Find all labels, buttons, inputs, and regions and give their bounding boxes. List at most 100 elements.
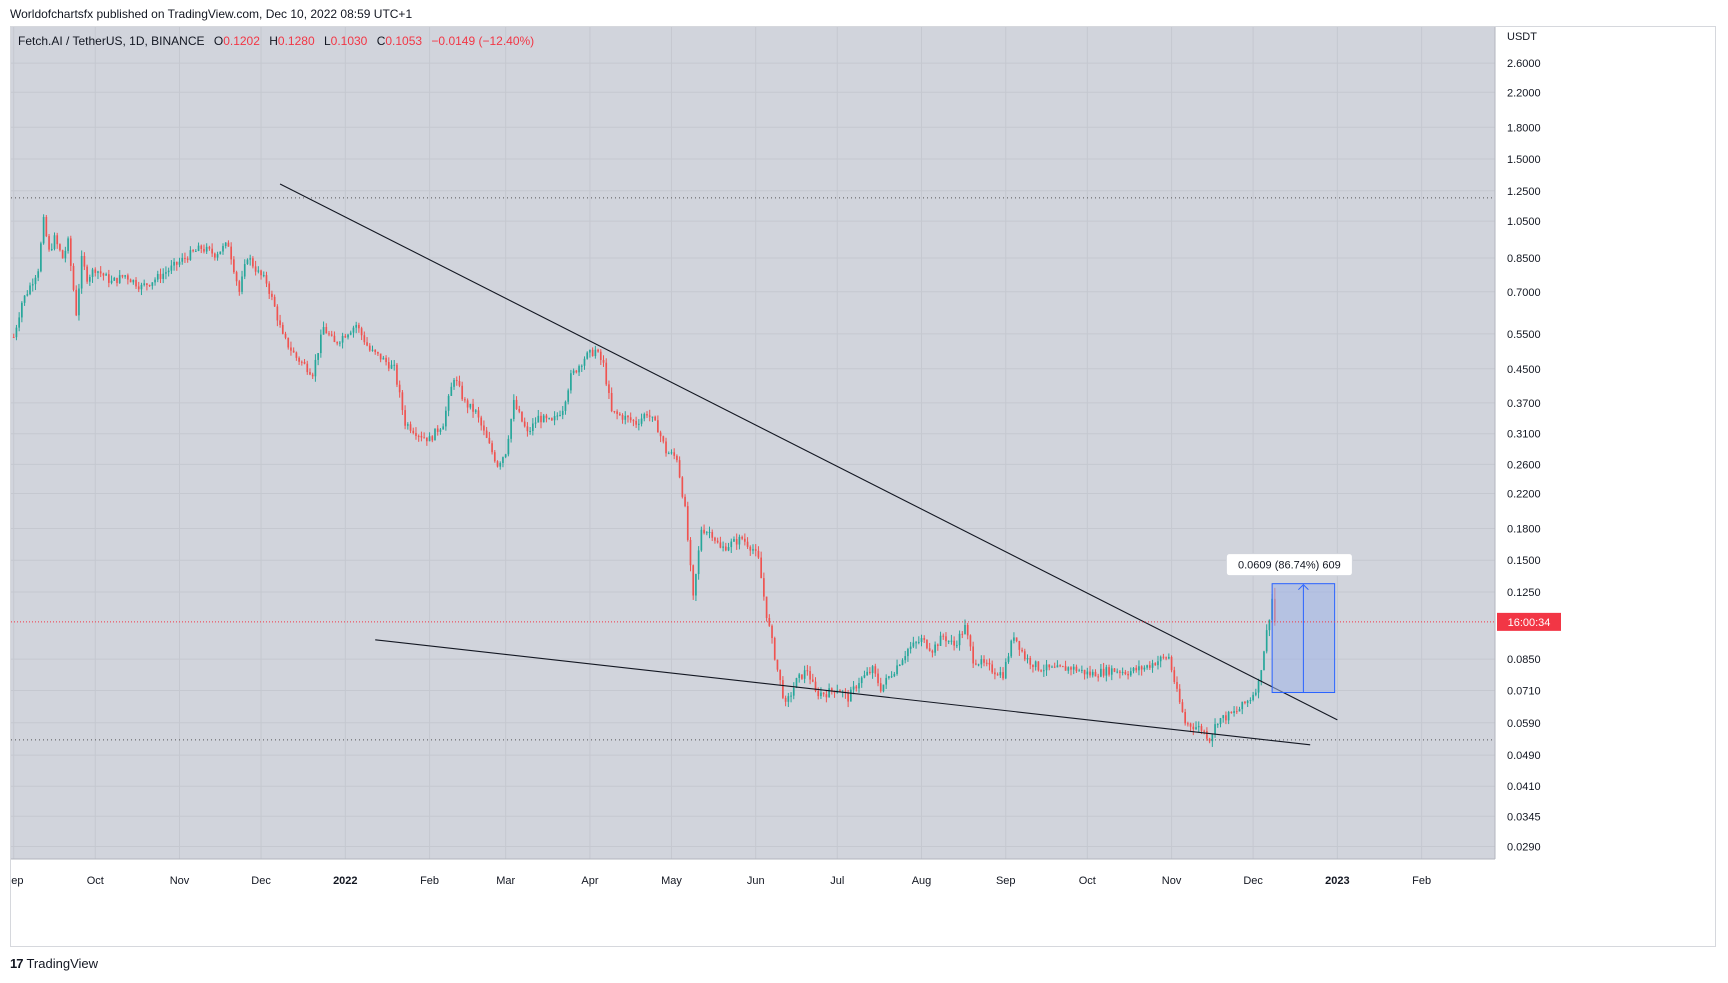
candle-body [102, 273, 105, 276]
candle-body [722, 546, 724, 548]
candle-body [898, 664, 901, 666]
candle-body [69, 238, 72, 266]
candle-body [99, 271, 102, 274]
candle-body [1151, 663, 1154, 668]
candle-body [882, 684, 885, 692]
candle-body [521, 411, 523, 422]
candle-body [1110, 668, 1113, 675]
candle-body [390, 364, 393, 369]
candle-body [192, 250, 194, 252]
candle-body [483, 425, 485, 431]
candle-body [1140, 666, 1143, 670]
candle-body [94, 269, 97, 273]
candle-body [420, 435, 423, 438]
x-tick-label: Jul [830, 875, 844, 887]
candle-body [931, 650, 934, 653]
candle-body [311, 374, 314, 377]
candle-body [860, 677, 863, 684]
candle-body [616, 411, 618, 414]
candle-body [292, 350, 295, 353]
y-tick-label: 0.0490 [1507, 750, 1541, 762]
candle-body [510, 418, 512, 439]
candle-body [75, 289, 78, 316]
candle-body [662, 436, 665, 442]
candle-body [230, 246, 232, 260]
candle-body [121, 275, 124, 277]
candle-body [996, 674, 999, 676]
candle-body [583, 358, 586, 366]
candle-body [298, 357, 300, 362]
candle-body [306, 363, 309, 373]
candle-body [442, 426, 444, 430]
candle-body [325, 326, 328, 334]
candle-body [116, 277, 118, 284]
candle-body [53, 235, 56, 249]
candle-body [48, 236, 50, 250]
candle-body [811, 679, 814, 682]
candle-body [1051, 666, 1053, 668]
candlestick-chart[interactable]: 2.6000 2.2000 1.8000 1.5000 1.2500 1.0500 0.85… [11, 27, 1715, 946]
candle-body [809, 671, 811, 680]
candle-body [814, 681, 817, 691]
candle-body [1208, 738, 1211, 742]
y-tick-label: 0.2200 [1507, 488, 1541, 500]
candle-body [349, 332, 352, 335]
candle-body [260, 270, 262, 276]
candle-body [1083, 669, 1086, 675]
candle-body [638, 423, 640, 425]
candle-body [167, 270, 170, 273]
candle-body [947, 640, 950, 642]
candle-body [1241, 701, 1244, 710]
x-tick-label: Jun [747, 875, 765, 887]
candle-body [1170, 656, 1173, 671]
candle-body [1189, 723, 1192, 727]
candle-body [281, 324, 284, 334]
candle-body [222, 245, 224, 252]
candle-body [586, 352, 589, 359]
candle-body [665, 441, 667, 454]
y-tick-label: 0.5500 [1507, 329, 1541, 341]
x-tick-label: Dec [1243, 875, 1263, 887]
candle-body [186, 258, 189, 260]
tradingview-brand[interactable]: 17 TradingView [10, 956, 98, 971]
candle-body [1211, 734, 1214, 742]
candle-body [1070, 667, 1072, 670]
candle-body [790, 695, 792, 697]
candle-body [303, 362, 306, 364]
candle-body [888, 676, 890, 678]
candle-body [934, 644, 936, 653]
upper-trendline [279, 183, 1338, 721]
candle-body [1222, 715, 1225, 719]
candle-body [1244, 701, 1246, 704]
candle-body [1249, 700, 1252, 702]
candle-body [91, 269, 94, 278]
candle-body [409, 424, 412, 431]
candle-body [214, 253, 216, 258]
candle-body [1010, 640, 1013, 657]
candle-body [733, 539, 735, 542]
candle-body [461, 385, 464, 400]
candle-body [1119, 671, 1121, 673]
candle-body [118, 275, 121, 284]
candle-body [493, 452, 496, 462]
x-tick-label: 2023 [1325, 875, 1349, 887]
candle-body [1116, 671, 1119, 673]
candle-body [591, 349, 594, 357]
candle-body [969, 635, 972, 647]
x-tick-label: Mar [496, 875, 515, 887]
candle-body [189, 250, 192, 260]
y-tick-label: 0.0590 [1507, 718, 1541, 730]
candle-body [241, 276, 243, 292]
candle-body [88, 277, 91, 282]
candle-body [936, 644, 939, 646]
candle-body [684, 496, 686, 507]
candle-body [988, 662, 991, 665]
candle-body [257, 270, 260, 272]
chart-frame[interactable]: 2.6000 2.2000 1.8000 1.5000 1.2500 1.0500 0.85… [10, 26, 1716, 947]
candle-body [290, 347, 292, 351]
candle-body [1045, 664, 1048, 671]
candle-body [589, 349, 591, 353]
candle-body [469, 403, 472, 408]
candle-body [67, 238, 69, 251]
y-tick-label: 0.2600 [1507, 459, 1541, 471]
